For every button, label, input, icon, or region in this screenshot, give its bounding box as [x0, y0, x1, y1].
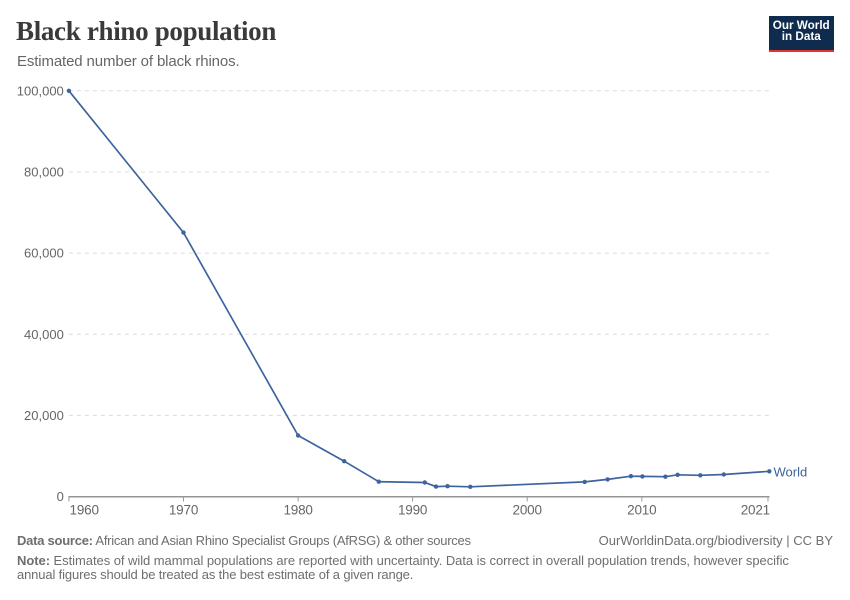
svg-text:1960: 1960 — [70, 503, 99, 518]
svg-text:1980: 1980 — [283, 503, 312, 518]
svg-text:80,000: 80,000 — [24, 165, 64, 180]
svg-text:2010: 2010 — [627, 503, 656, 518]
svg-text:100,000: 100,000 — [17, 83, 64, 98]
svg-text:1990: 1990 — [398, 503, 427, 518]
svg-text:2021: 2021 — [741, 503, 770, 518]
svg-text:20,000: 20,000 — [24, 408, 64, 423]
svg-text:40,000: 40,000 — [24, 327, 64, 342]
svg-text:World: World — [774, 464, 808, 479]
svg-text:2000: 2000 — [513, 503, 542, 518]
svg-text:60,000: 60,000 — [24, 246, 64, 261]
svg-text:0: 0 — [57, 489, 64, 504]
svg-text:1970: 1970 — [169, 503, 198, 518]
